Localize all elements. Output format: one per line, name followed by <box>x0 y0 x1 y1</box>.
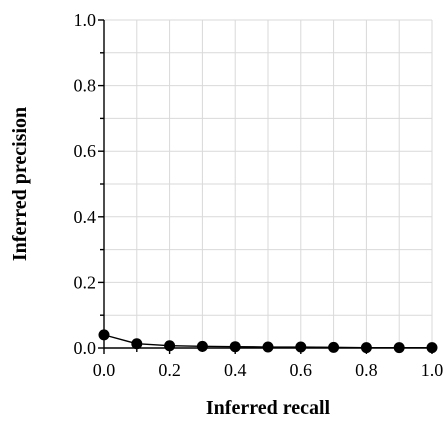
data-point <box>262 341 274 353</box>
data-point <box>328 341 340 353</box>
x-tick-label: 0.0 <box>93 360 116 380</box>
y-tick-label: 0.4 <box>74 207 97 227</box>
x-tick-label: 0.6 <box>290 360 313 380</box>
data-point <box>360 342 372 354</box>
y-tick-label: 0.2 <box>74 272 97 292</box>
y-tick-label: 1.0 <box>74 10 97 30</box>
data-point <box>295 341 307 353</box>
y-tick-label: 0.6 <box>74 141 97 161</box>
x-tick-label: 0.4 <box>224 360 247 380</box>
data-point <box>426 342 438 354</box>
x-axis-title: Inferred recall <box>206 397 331 419</box>
data-point <box>393 342 405 354</box>
data-point <box>196 340 208 352</box>
ticks: 0.0 0.2 0.4 0.6 0.8 1.0 0.0 0.2 0.4 0.6 0.8 1.0 <box>74 10 444 380</box>
series-layer <box>98 329 438 354</box>
x-tick-label: 0.8 <box>355 360 378 380</box>
y-tick-label: 0.0 <box>74 338 97 358</box>
x-tick-label: 1.0 <box>421 360 444 380</box>
y-axis-title: Inferred precision <box>9 107 31 261</box>
grid <box>104 19 433 348</box>
data-point <box>98 329 110 341</box>
data-point <box>164 340 176 352</box>
y-tick-label: 0.8 <box>74 76 97 96</box>
x-tick-label: 0.2 <box>158 360 181 380</box>
data-point <box>131 338 143 350</box>
data-point <box>229 341 241 353</box>
